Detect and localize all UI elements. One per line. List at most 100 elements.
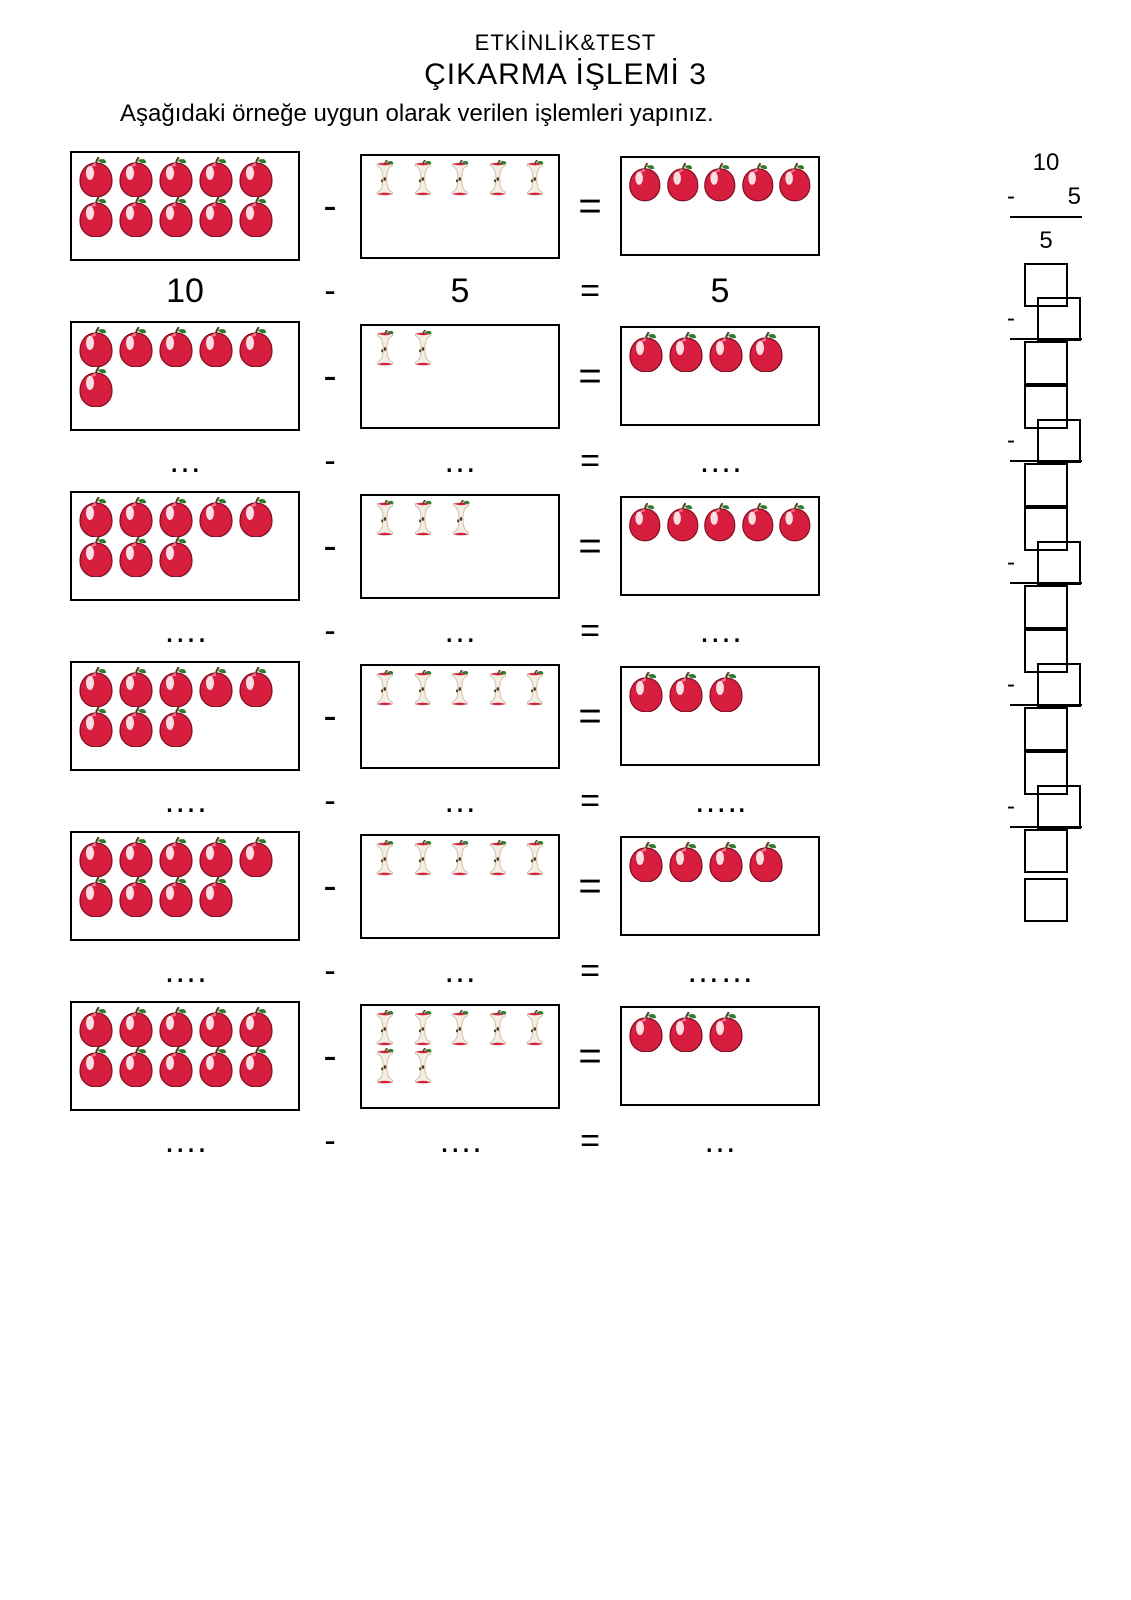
minus-op: -: [300, 864, 360, 909]
num-c: …..: [620, 782, 820, 821]
apple-box: [360, 1004, 560, 1109]
num-b: 5: [360, 272, 560, 311]
problem-row: -=: [40, 826, 991, 946]
num-c: ….: [620, 442, 820, 481]
v-top: 10: [1033, 146, 1060, 180]
problems-column: -=10-5=5-=…-…=….-=….-…=….-=….-…=…..-=….-…: [40, 146, 991, 1166]
minus-op: -: [1007, 183, 1015, 211]
apple-box: [620, 496, 820, 596]
problem-row: -=: [40, 146, 991, 266]
apple-box: [360, 834, 560, 939]
num-a: ….: [70, 782, 300, 821]
problem-row: -=: [40, 316, 991, 436]
equals-op: =: [560, 524, 620, 569]
apple-box: [620, 326, 820, 426]
apple-box: [620, 836, 820, 936]
num-c: ….: [620, 612, 820, 651]
vertical-subtraction: -: [1006, 756, 1086, 868]
v-result: 5: [1039, 224, 1052, 258]
equals-op: =: [560, 354, 620, 399]
equals-op: =: [560, 1034, 620, 1079]
num-a: ….: [70, 1122, 300, 1161]
minus-op: -: [300, 354, 360, 399]
vertical-subtraction: -: [1006, 390, 1086, 502]
num-a: 10: [70, 272, 300, 311]
num-b: …: [360, 612, 560, 651]
header-brand: ETKİNLİK&TEST: [40, 30, 1091, 56]
minus-op: -: [1007, 549, 1015, 577]
equals-op: =: [560, 864, 620, 909]
equals-op: =: [560, 782, 620, 821]
answer-box[interactable]: [1037, 663, 1081, 707]
problem-numbers: ….-…=…..: [40, 776, 991, 826]
minus-op: -: [1007, 305, 1015, 333]
minus-op: -: [300, 952, 360, 991]
num-b: ….: [360, 1122, 560, 1161]
apple-box: [360, 154, 560, 259]
apple-box: [70, 151, 300, 261]
problem-numbers: ….-….=…: [40, 1116, 991, 1166]
num-a: ….: [70, 612, 300, 651]
answer-box[interactable]: [1024, 878, 1068, 922]
apple-box: [70, 831, 300, 941]
num-b: …: [360, 442, 560, 481]
equals-op: =: [560, 184, 620, 229]
answer-box[interactable]: [1037, 297, 1081, 341]
num-c: ……: [620, 952, 820, 991]
apple-box: [360, 324, 560, 429]
num-a: …: [70, 442, 300, 481]
apple-box: [360, 664, 560, 769]
num-b: …: [360, 952, 560, 991]
apple-box: [620, 1006, 820, 1106]
answer-box[interactable]: [1037, 419, 1081, 463]
answer-box[interactable]: [1024, 341, 1068, 385]
problem-numbers: ….-…=……: [40, 946, 991, 996]
vertical-subtraction: 10-55: [1006, 146, 1086, 258]
minus-op: -: [1007, 671, 1015, 699]
answer-box[interactable]: [1024, 463, 1068, 507]
vertical-subtraction: -: [1006, 512, 1086, 624]
apple-box: [360, 494, 560, 599]
apple-box: [70, 321, 300, 431]
num-c: …: [620, 1122, 820, 1161]
answer-box[interactable]: [1024, 829, 1068, 873]
minus-op: -: [300, 612, 360, 651]
apple-box: [70, 661, 300, 771]
num-a: ….: [70, 952, 300, 991]
minus-op: -: [300, 694, 360, 739]
problem-row: -=: [40, 656, 991, 776]
apple-box: [70, 1001, 300, 1111]
v-mid: 5: [1068, 183, 1081, 211]
minus-op: -: [300, 1034, 360, 1079]
num-c: 5: [620, 272, 820, 311]
problem-numbers: ….-…=….: [40, 606, 991, 656]
equals-op: =: [560, 272, 620, 311]
minus-op: -: [300, 442, 360, 481]
answer-box[interactable]: [1037, 541, 1081, 585]
vertical-column: 10-55-----: [991, 146, 1091, 1166]
header: ETKİNLİK&TEST ÇIKARMA İŞLEMİ 3: [40, 30, 1091, 92]
vertical-subtraction: [1006, 878, 1086, 922]
vertical-subtraction: -: [1006, 634, 1086, 746]
page-title: ÇIKARMA İŞLEMİ 3: [40, 58, 1091, 92]
minus-op: -: [1007, 793, 1015, 821]
problem-numbers: 10-5=5: [40, 266, 991, 316]
answer-box[interactable]: [1024, 707, 1068, 751]
minus-op: -: [300, 782, 360, 821]
worksheet-page: ETKİNLİK&TEST ÇIKARMA İŞLEMİ 3 Aşağıdaki…: [0, 0, 1131, 1196]
minus-op: -: [300, 272, 360, 311]
minus-op: -: [1007, 427, 1015, 455]
answer-box[interactable]: [1024, 585, 1068, 629]
rule-line: [1010, 216, 1082, 218]
minus-op: -: [300, 184, 360, 229]
equals-op: =: [560, 952, 620, 991]
instruction-text: Aşağıdaki örneğe uygun olarak verilen iş…: [120, 100, 1091, 128]
num-b: …: [360, 782, 560, 821]
minus-op: -: [300, 524, 360, 569]
problem-row: -=: [40, 486, 991, 606]
equals-op: =: [560, 694, 620, 739]
apple-box: [70, 491, 300, 601]
answer-box[interactable]: [1037, 785, 1081, 829]
equals-op: =: [560, 1122, 620, 1161]
apple-box: [620, 666, 820, 766]
